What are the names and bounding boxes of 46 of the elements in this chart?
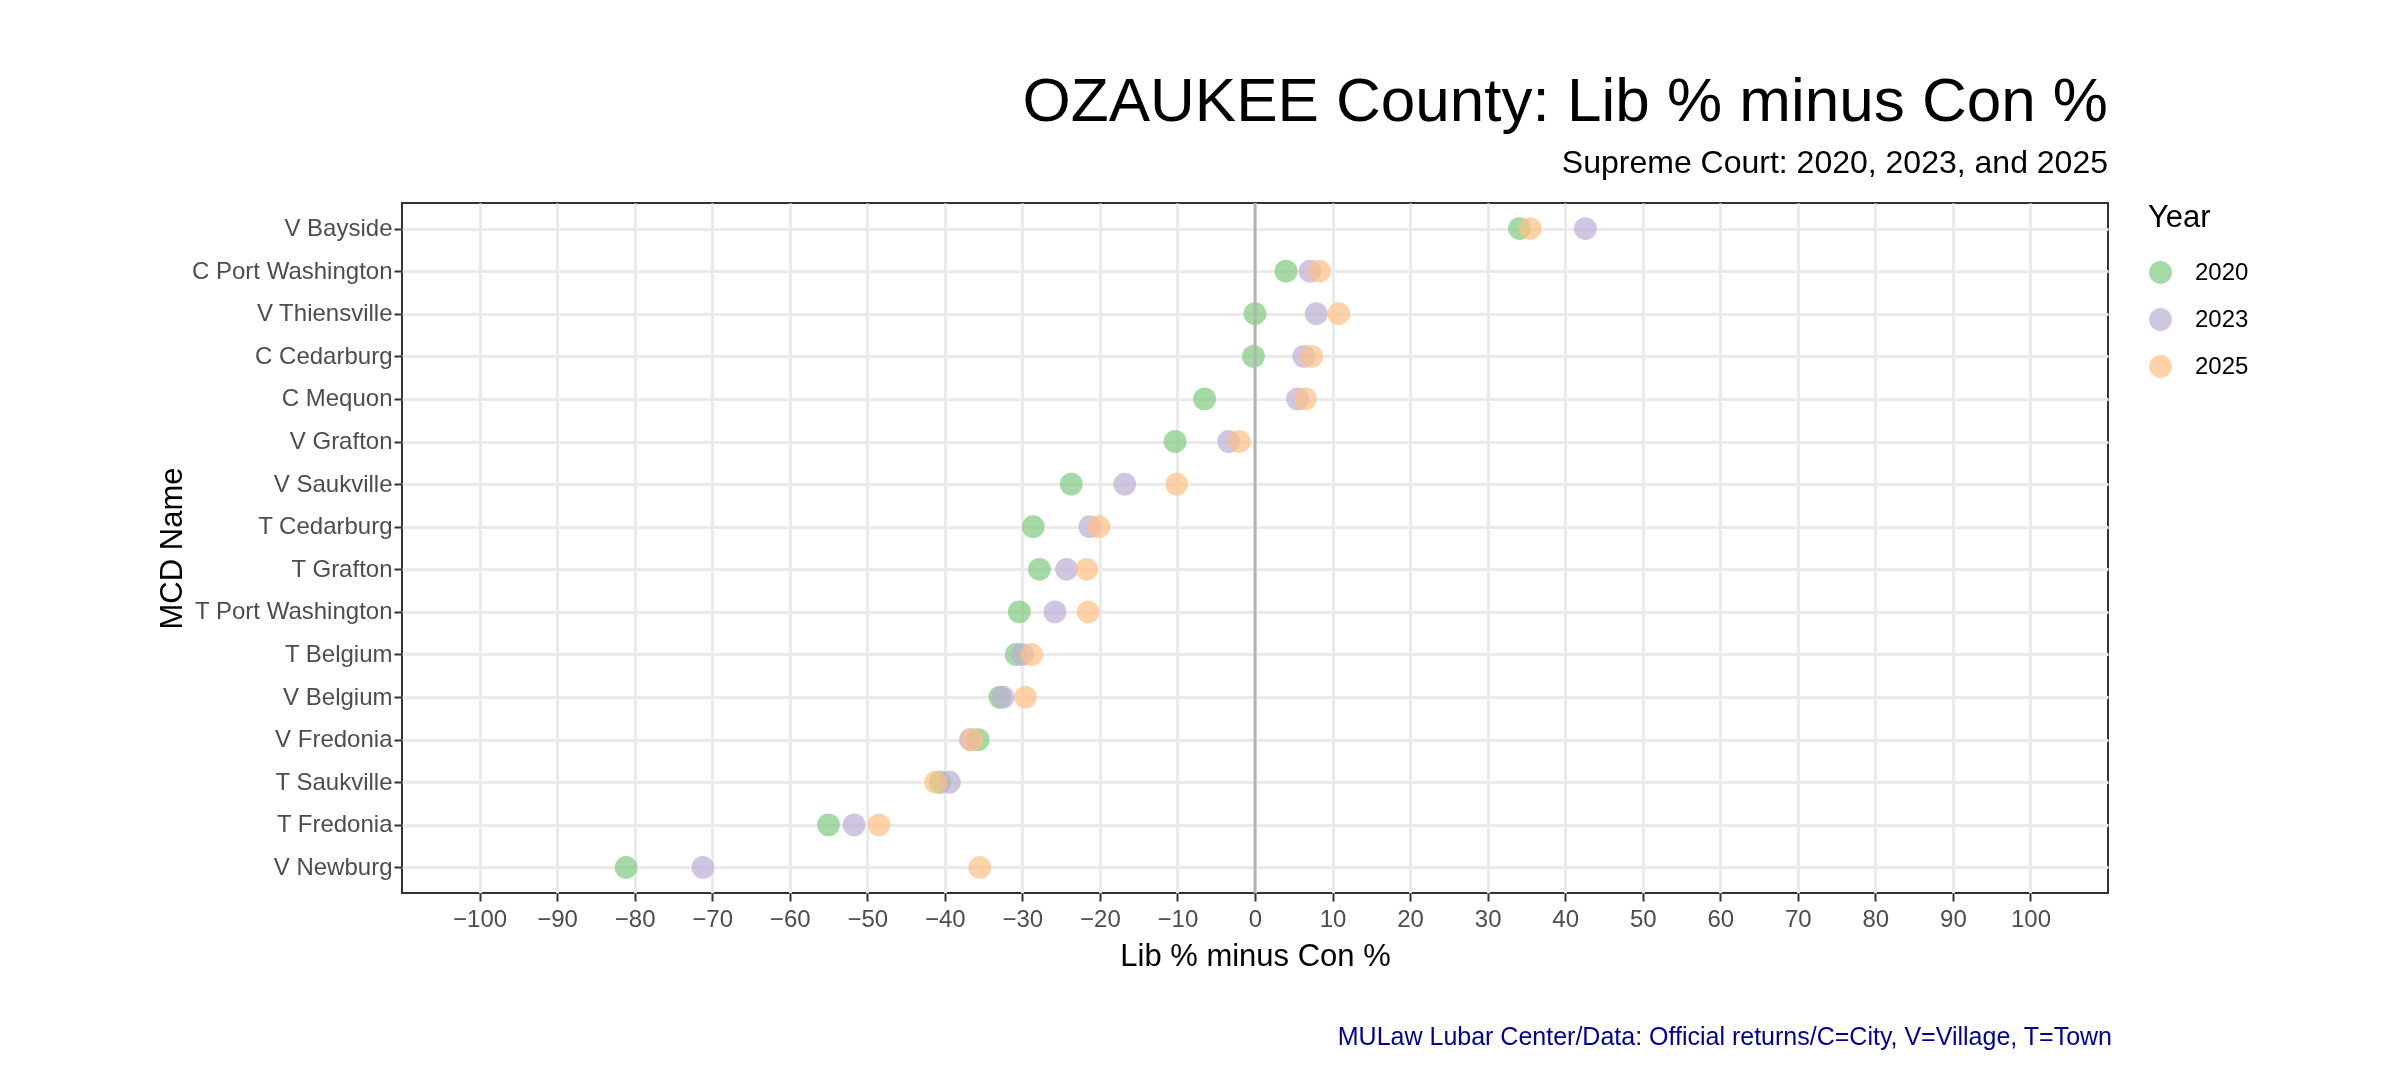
x-tick-label: 90 (1940, 904, 1967, 932)
x-tick-label: 80 (1862, 904, 1890, 932)
x-tick-label: 30 (1474, 904, 1502, 932)
x-tick-label: −50 (847, 904, 889, 932)
y-tick-label: T Saukville (275, 767, 393, 795)
y-tick-label: V Bayside (284, 214, 393, 242)
y-tick-label: C Cedarburg (255, 341, 393, 369)
y-tick-label: C Mequon (281, 384, 393, 412)
y-tick-label: T Port Washington (195, 597, 393, 625)
x-tick-label: −20 (1080, 904, 1121, 932)
y-tick-label: T Grafton (291, 554, 393, 582)
y-tick-label: T Belgium (284, 639, 393, 667)
x-tick-label: 40 (1552, 904, 1580, 932)
text: MULaw Lubar Center/Data: Official returns/C=City, V=Village, T=Town (1336, 1022, 2112, 1051)
x-tick-label: 10 (1319, 904, 1347, 932)
x-tick-label: −10 (1157, 904, 1199, 932)
legend-label: 2025 (2195, 351, 2249, 379)
x-tick-label: 20 (1397, 904, 1424, 932)
legend-label: 2020 (2195, 257, 2249, 285)
x-tick-label: −30 (1002, 904, 1044, 932)
y-tick-label: T Cedarburg (258, 512, 393, 540)
y-tick-label: V Belgium (283, 682, 393, 710)
y-tick-label: V Saukville (273, 469, 393, 497)
y-tick-label: V Thiensville (256, 299, 393, 327)
x-tick-label: −60 (769, 904, 811, 932)
x-tick-label: −80 (614, 904, 656, 932)
legend-title: Year (2148, 199, 2211, 234)
y-axis-title: MCD Name (153, 467, 189, 630)
x-axis-title: Lib % minus Con % (1120, 937, 1391, 973)
chart-title: OZAUKEE County: Lib % minus Con % (1022, 64, 2108, 134)
x-tick-label: 70 (1784, 904, 1812, 932)
x-tick-label: 60 (1707, 904, 1735, 932)
legend-label: 2023 (2195, 304, 2249, 332)
y-tick-label: V Fredonia (275, 725, 394, 753)
y-tick-label: C Port Washington (191, 256, 393, 284)
x-tick-label: 50 (1629, 904, 1657, 932)
chart-subtitle: Supreme Court: 2020, 2023, and 2025 (1561, 143, 2108, 180)
y-tick-label: V Newburg (273, 852, 393, 880)
x-tick-label: −70 (692, 904, 734, 932)
x-tick-label: −40 (924, 904, 966, 932)
x-tick-label: −100 (453, 904, 508, 932)
x-tick-label: −90 (537, 904, 578, 932)
y-tick-label: T Fredonia (276, 810, 394, 838)
x-tick-label: 0 (1248, 904, 1263, 932)
x-tick-label: 100 (2010, 904, 2051, 932)
y-tick-label: V Grafton (289, 427, 393, 455)
